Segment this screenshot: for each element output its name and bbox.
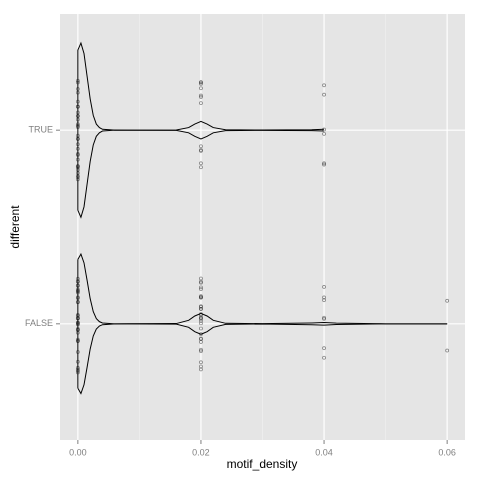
point (199, 161, 203, 166)
point (199, 280, 203, 285)
point (199, 347, 203, 352)
point (199, 86, 203, 91)
point (199, 340, 203, 344)
point (199, 148, 203, 152)
point (322, 162, 326, 167)
point (199, 285, 203, 290)
point (199, 101, 203, 106)
point (199, 349, 203, 354)
point (199, 295, 203, 300)
point (322, 355, 326, 360)
point (445, 348, 450, 353)
point (199, 304, 203, 309)
point (199, 80, 203, 85)
point (199, 367, 203, 372)
point (322, 83, 326, 88)
violin-outline (77, 129, 325, 219)
x-tick-label: 0.02 (192, 447, 210, 457)
point (199, 276, 203, 281)
point (445, 298, 450, 303)
y-tick-label: FALSE (25, 318, 53, 328)
point (199, 81, 203, 86)
point (199, 165, 203, 170)
point (322, 295, 326, 300)
point (322, 132, 326, 136)
point (199, 306, 203, 311)
point (199, 326, 203, 331)
point (322, 285, 326, 289)
point (199, 315, 203, 320)
point (199, 144, 203, 149)
x-axis-label: motif_density (227, 457, 298, 471)
violin-outline (77, 252, 448, 325)
point (199, 95, 203, 99)
x-tick-label: 0.06 (438, 447, 456, 457)
x-tick-label: 0.00 (69, 447, 87, 457)
point (322, 161, 326, 166)
point (199, 93, 203, 98)
y-tick-label: TRUE (29, 125, 54, 135)
point (199, 336, 203, 341)
point (199, 321, 203, 326)
point (322, 346, 326, 351)
y-axis-label: different (8, 205, 22, 249)
point (199, 294, 203, 299)
x-tick-label: 0.04 (315, 447, 333, 457)
point (199, 287, 203, 292)
violin-outline (77, 323, 448, 395)
point (322, 92, 326, 97)
point (199, 360, 203, 365)
point (322, 315, 326, 320)
